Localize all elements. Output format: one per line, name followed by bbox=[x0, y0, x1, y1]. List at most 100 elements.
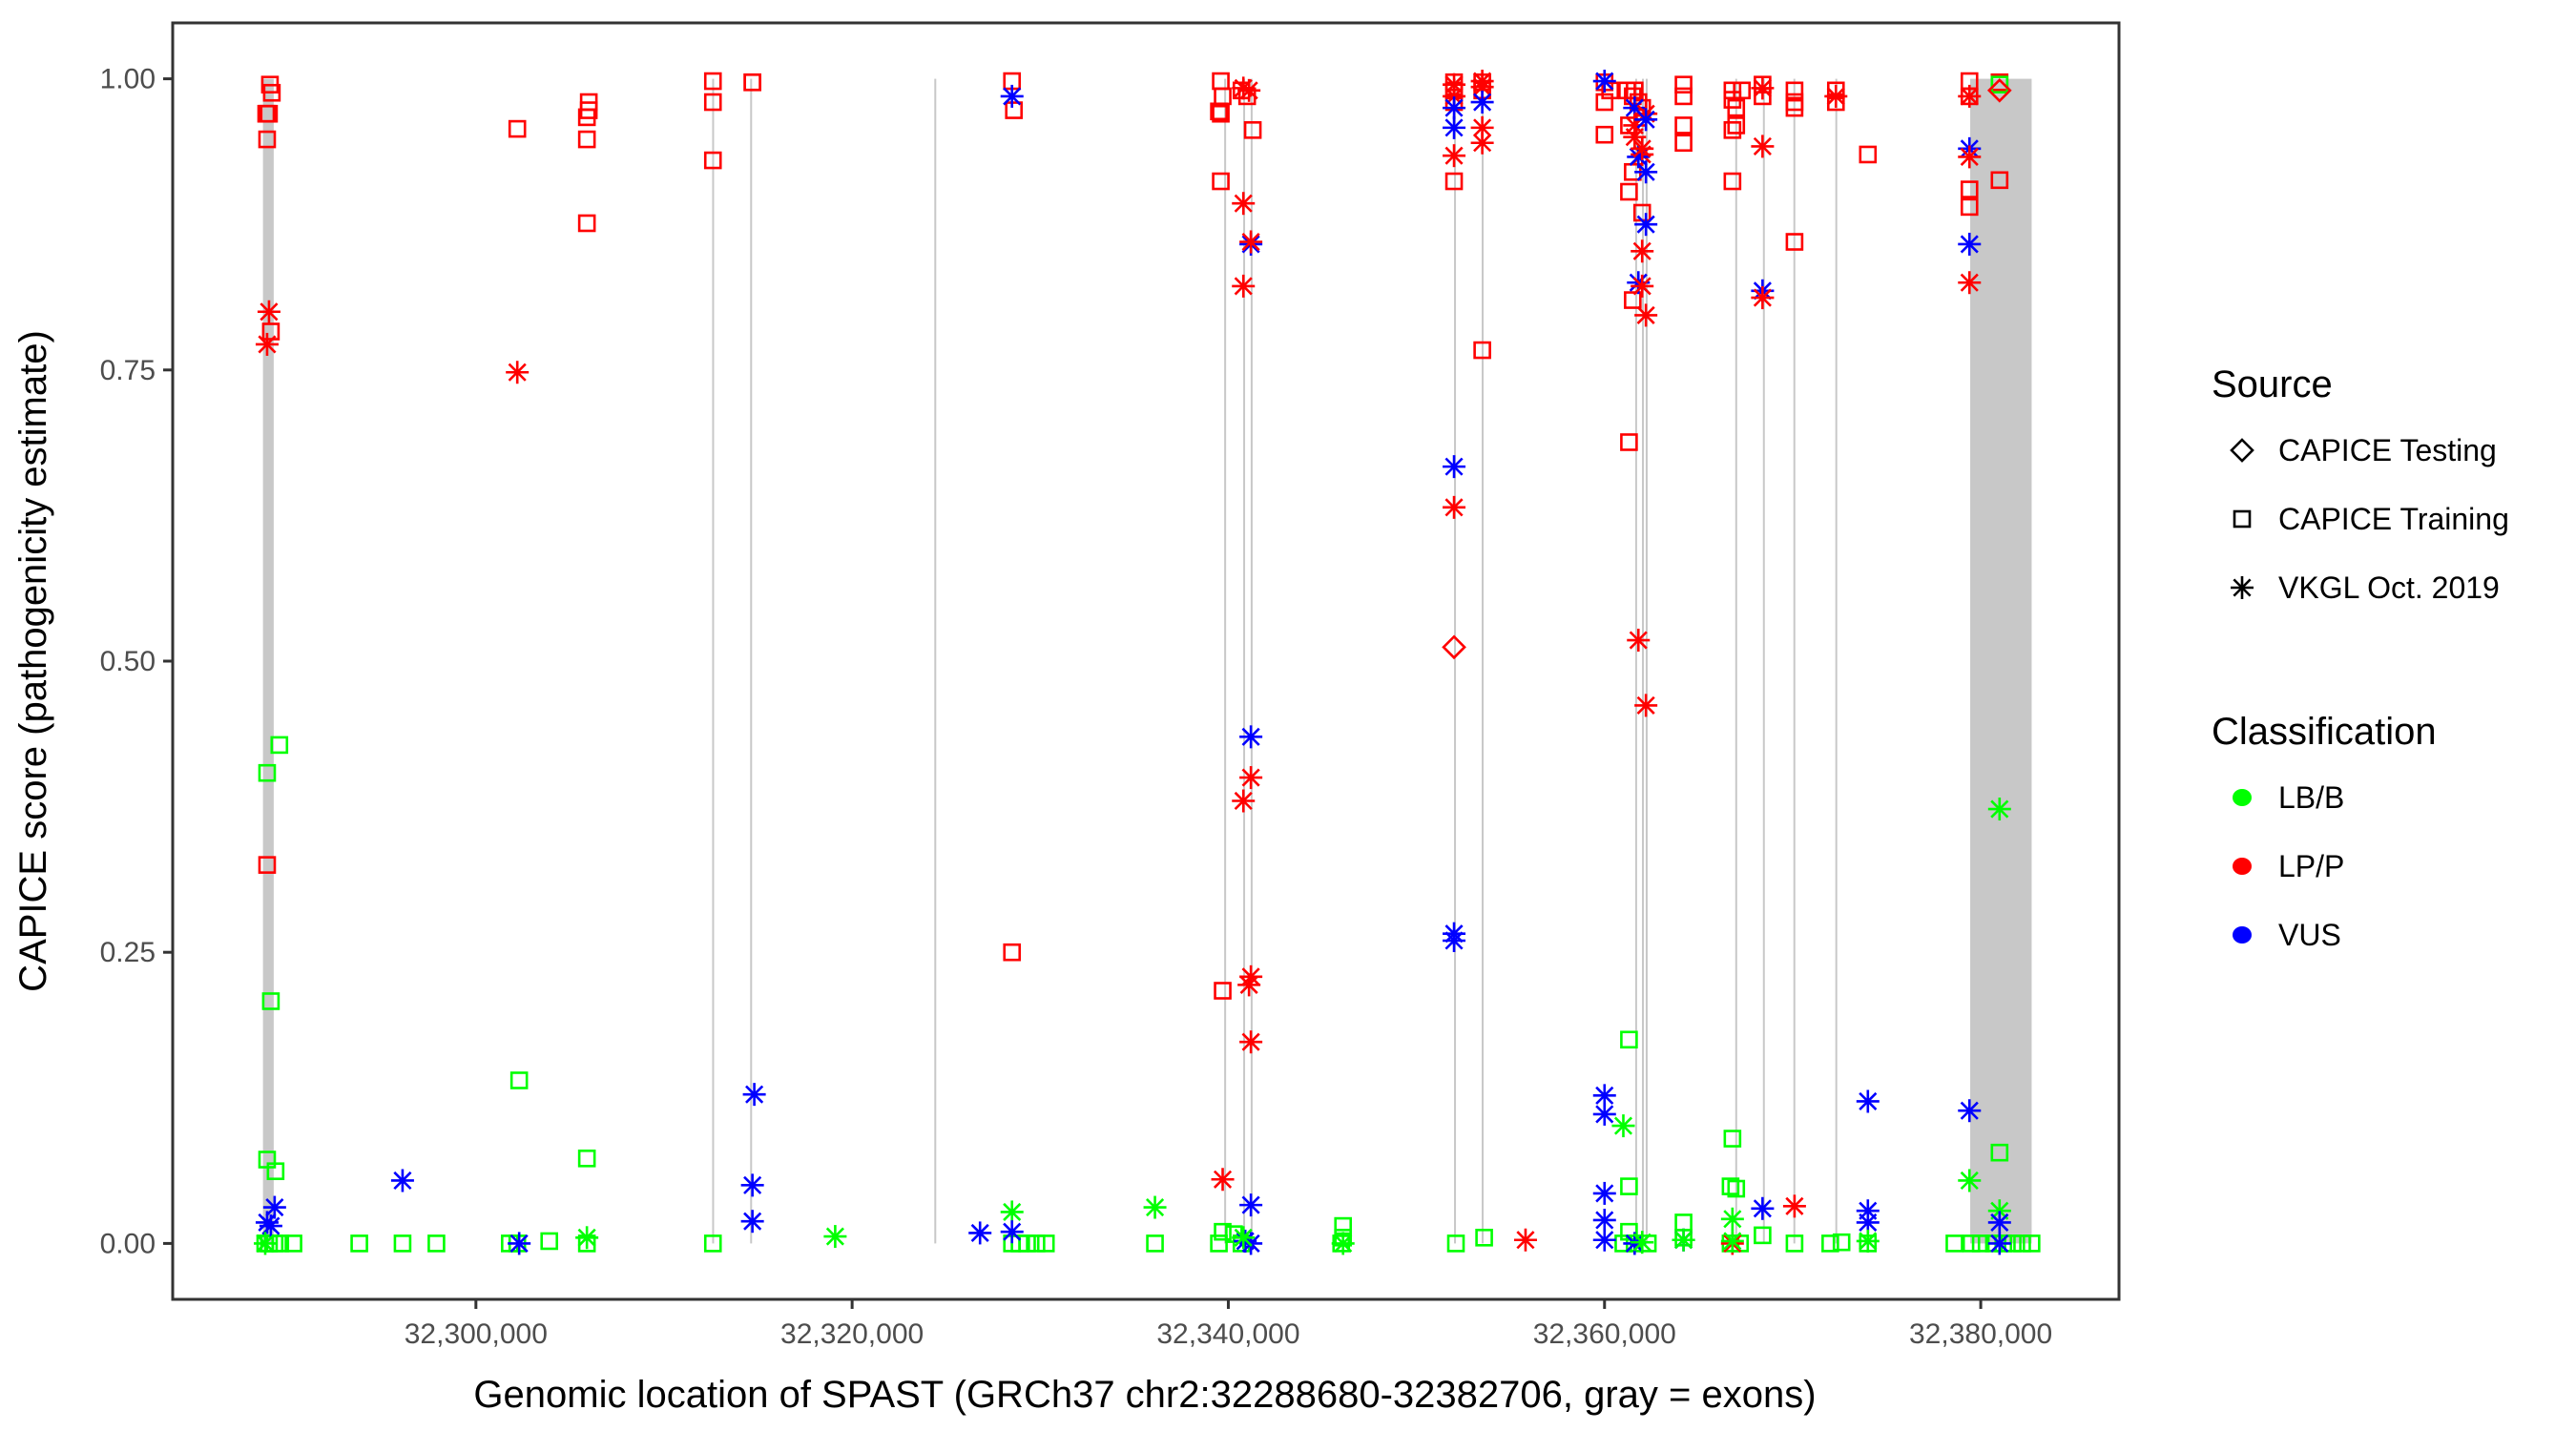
data-point bbox=[1856, 1089, 1880, 1113]
data-point bbox=[1634, 213, 1658, 237]
data-point bbox=[1214, 982, 1232, 1000]
data-point bbox=[1237, 973, 1261, 997]
data-point bbox=[1987, 1232, 2011, 1255]
legend-item-source: CAPICE Training bbox=[2233, 502, 2509, 536]
data-point bbox=[1592, 1102, 1616, 1126]
data-point bbox=[255, 332, 279, 356]
data-point bbox=[508, 1232, 531, 1255]
exon-band bbox=[750, 78, 753, 1244]
data-point bbox=[1624, 291, 1642, 309]
data-point bbox=[703, 151, 722, 170]
legend-source-title: Source bbox=[2212, 363, 2333, 405]
legend-label: LP/P bbox=[2278, 849, 2344, 883]
legend-dot-icon bbox=[2233, 926, 2252, 944]
data-point bbox=[1958, 145, 1982, 169]
data-point bbox=[1620, 182, 1638, 201]
data-point bbox=[1036, 1234, 1055, 1253]
data-point bbox=[1958, 271, 1982, 295]
data-point bbox=[509, 1071, 529, 1089]
data-point bbox=[1629, 93, 1648, 112]
data-point bbox=[1143, 1195, 1167, 1219]
data-point bbox=[1945, 1234, 1963, 1253]
data-point bbox=[1727, 1179, 1746, 1198]
legend-label: LB/B bbox=[2278, 780, 2344, 815]
data-point bbox=[1751, 286, 1775, 310]
data-point bbox=[1239, 1030, 1263, 1054]
data-point bbox=[1443, 144, 1466, 168]
data-point bbox=[1674, 134, 1693, 153]
data-point bbox=[1239, 964, 1263, 988]
data-point bbox=[261, 992, 280, 1010]
exon-band bbox=[1762, 78, 1765, 1244]
data-point bbox=[1627, 629, 1651, 653]
legend-item-classification: LP/P bbox=[2233, 849, 2344, 883]
data-point bbox=[1443, 96, 1466, 120]
data-point bbox=[1631, 239, 1654, 263]
data-point bbox=[703, 72, 722, 91]
data-point bbox=[1212, 104, 1230, 123]
legend-diamond-icon bbox=[2230, 438, 2254, 463]
data-point bbox=[1631, 1231, 1654, 1255]
data-point bbox=[1592, 1208, 1616, 1232]
data-point bbox=[1243, 121, 1262, 139]
data-point bbox=[1634, 303, 1658, 327]
data-point bbox=[740, 1173, 764, 1197]
data-point bbox=[427, 1234, 446, 1253]
exon-band bbox=[1970, 78, 2032, 1244]
data-point bbox=[1443, 928, 1466, 952]
data-point bbox=[1727, 116, 1746, 135]
data-point bbox=[1958, 232, 1982, 256]
data-point bbox=[1146, 1234, 1164, 1253]
legend-classification-title: Classification bbox=[2212, 711, 2437, 753]
exon-band bbox=[262, 78, 274, 1244]
data-point bbox=[1592, 1228, 1616, 1252]
data-point bbox=[1611, 1114, 1635, 1138]
data-point bbox=[1592, 70, 1616, 93]
data-point bbox=[1631, 274, 1654, 298]
data-point bbox=[1620, 1177, 1638, 1195]
data-point bbox=[1470, 91, 1494, 114]
data-point bbox=[1003, 943, 1022, 962]
data-point bbox=[1331, 1232, 1355, 1255]
data-point bbox=[1470, 131, 1494, 155]
data-point bbox=[703, 1234, 722, 1253]
data-point bbox=[1475, 1228, 1493, 1247]
data-point bbox=[1210, 102, 1228, 121]
data-point bbox=[1754, 1226, 1772, 1245]
data-point bbox=[270, 736, 289, 755]
data-point bbox=[1443, 455, 1466, 479]
data-point bbox=[1751, 76, 1775, 100]
data-point bbox=[1958, 1099, 1982, 1123]
data-point bbox=[577, 1149, 596, 1168]
data-point bbox=[1239, 230, 1263, 254]
data-point bbox=[1634, 108, 1658, 132]
data-point bbox=[1720, 1207, 1744, 1231]
legend-label: VKGL Oct. 2019 bbox=[2278, 570, 2500, 605]
data-point bbox=[1005, 101, 1023, 119]
data-point bbox=[1990, 75, 2009, 94]
data-point bbox=[1958, 84, 1982, 108]
x-tick-label: 32,360,000 bbox=[1533, 1318, 1676, 1350]
data-point bbox=[257, 300, 280, 323]
data-point bbox=[1513, 1228, 1537, 1252]
data-point bbox=[577, 214, 596, 233]
data-point bbox=[1470, 75, 1494, 99]
exon-band bbox=[1482, 78, 1485, 1244]
legend-item-classification: VUS bbox=[2233, 918, 2341, 952]
exon-band bbox=[934, 78, 937, 1244]
data-point bbox=[1601, 81, 1619, 100]
series-vkgl-oct-2019 bbox=[254, 70, 2011, 1255]
data-point bbox=[1446, 1234, 1465, 1253]
data-point bbox=[1821, 1234, 1839, 1253]
legend-square-icon bbox=[2233, 509, 2252, 529]
data-point bbox=[577, 108, 596, 127]
data-point bbox=[1721, 1177, 1740, 1195]
data-point bbox=[1785, 1234, 1804, 1253]
exon-band bbox=[712, 78, 715, 1244]
data-point bbox=[742, 1083, 766, 1107]
data-point bbox=[1595, 93, 1614, 112]
data-point bbox=[1623, 96, 1647, 120]
y-tick-label: 1.00 bbox=[100, 64, 156, 95]
data-point bbox=[262, 83, 281, 102]
